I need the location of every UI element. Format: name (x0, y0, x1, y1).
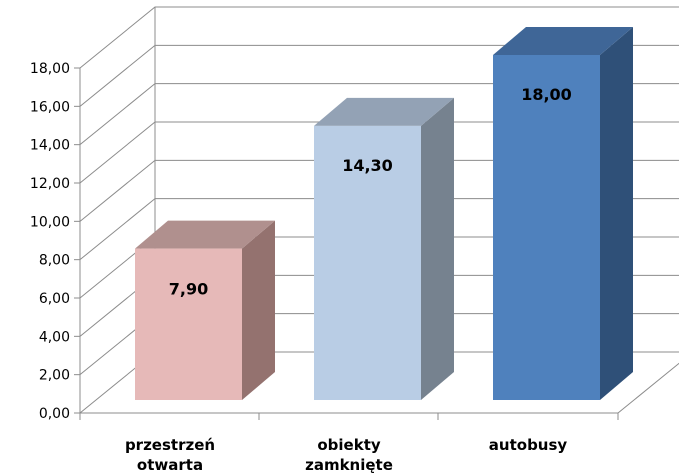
axes (79, 68, 679, 420)
bar-side (421, 97, 454, 401)
bar-front (314, 125, 421, 401)
category-label: otwarta (137, 456, 203, 474)
bar-top (135, 220, 275, 249)
bars (135, 27, 633, 401)
bar (314, 97, 454, 401)
data-label: 7,90 (169, 280, 208, 299)
y-tick-label: 0,00 (39, 406, 70, 422)
data-label: 18,00 (521, 85, 572, 104)
y-tick-label: 12,00 (30, 176, 70, 192)
bar-front (135, 248, 242, 400)
bar-front (493, 55, 600, 400)
data-label: 14,30 (342, 156, 393, 175)
category-label: obiekty (317, 436, 381, 454)
data-labels: 7,90 14,30 18,00 (169, 85, 572, 299)
y-tick-label: 14,00 (30, 138, 70, 154)
bar-top (314, 97, 454, 126)
y-tick-label: 2,00 (39, 368, 70, 384)
y-tick-label: 6,00 (39, 291, 70, 307)
category-label: przestrzeń (125, 436, 215, 454)
y-tick-label: 16,00 (30, 99, 70, 115)
y-tick-labels: 0,00 2,00 4,00 6,00 8,00 10,00 12,00 14,00 16,00… (30, 61, 80, 422)
y-tick-label: 10,00 (30, 214, 70, 230)
bar-side (600, 27, 633, 400)
category-labels: przestrzeń otwarta obiekty zamknięte autobus… (125, 436, 567, 474)
y-tick-label: 8,00 (39, 253, 70, 269)
category-label: zamknięte (305, 456, 393, 474)
bar-side (242, 220, 275, 400)
bar-top (493, 27, 633, 55)
bar (493, 27, 633, 400)
y-tick-label: 4,00 (39, 329, 70, 345)
y-tick-label: 18,00 (30, 61, 70, 77)
category-label: autobusy (489, 436, 568, 454)
bar (135, 220, 275, 400)
